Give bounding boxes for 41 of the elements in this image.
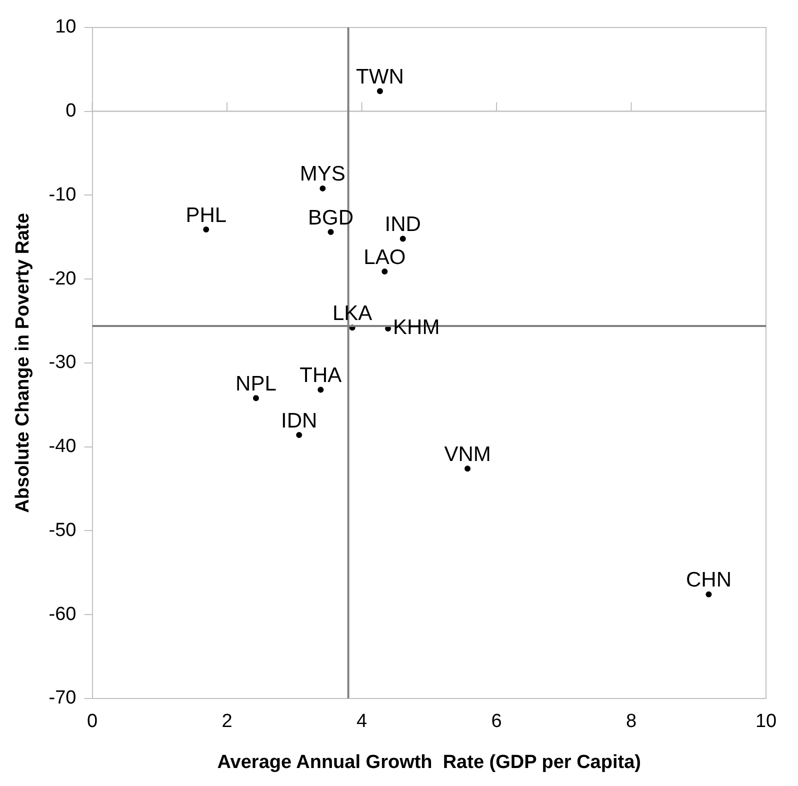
y-tick-label: -70 xyxy=(48,688,76,709)
x-tick-label: 6 xyxy=(491,711,502,732)
y-tick-label: -20 xyxy=(48,268,76,290)
x-tick-label: 4 xyxy=(356,711,368,732)
x-tick-label: 10 xyxy=(755,711,777,732)
point xyxy=(464,466,471,472)
y-tick-label: -30 xyxy=(48,352,76,374)
series-label: IDN xyxy=(281,409,318,432)
point xyxy=(318,386,324,393)
series-label: LAO xyxy=(364,246,406,269)
y-tick-label: -50 xyxy=(48,520,76,541)
point xyxy=(400,236,406,242)
x-tick-label: 2 xyxy=(222,711,232,732)
series-label: PHL xyxy=(186,204,227,227)
y-tick-label: 0 xyxy=(66,100,76,122)
point xyxy=(328,229,334,236)
x-axis-title: Average Annual Growth Rate (GDP per Capita) xyxy=(217,752,641,773)
series-label: NPL xyxy=(236,372,276,396)
y-tick-label: 10 xyxy=(55,16,76,38)
x-tick-label: 8 xyxy=(626,711,637,732)
point xyxy=(203,226,210,233)
y-tick-label: -60 xyxy=(48,604,76,625)
series-label: MYS xyxy=(300,162,346,186)
series-label: KHM xyxy=(393,316,440,339)
point xyxy=(382,268,388,274)
series-label: TWN xyxy=(356,65,404,88)
point xyxy=(706,591,712,598)
y-tick-label: -10 xyxy=(48,184,76,206)
x-tick-label: 0 xyxy=(86,711,98,732)
series-label: CHN xyxy=(686,568,732,592)
y-tick-label: -40 xyxy=(48,436,76,458)
series-label: VNM xyxy=(444,442,491,466)
point xyxy=(252,395,259,402)
point xyxy=(376,88,383,94)
series-label: LKA xyxy=(332,302,372,325)
series-label: IND xyxy=(384,213,421,236)
point xyxy=(296,432,302,438)
y-axis-title: Absolute Change in Poverty Rate xyxy=(12,212,34,513)
series-label: BGD xyxy=(308,206,354,230)
point xyxy=(320,185,326,192)
series-label: THA xyxy=(300,364,342,388)
